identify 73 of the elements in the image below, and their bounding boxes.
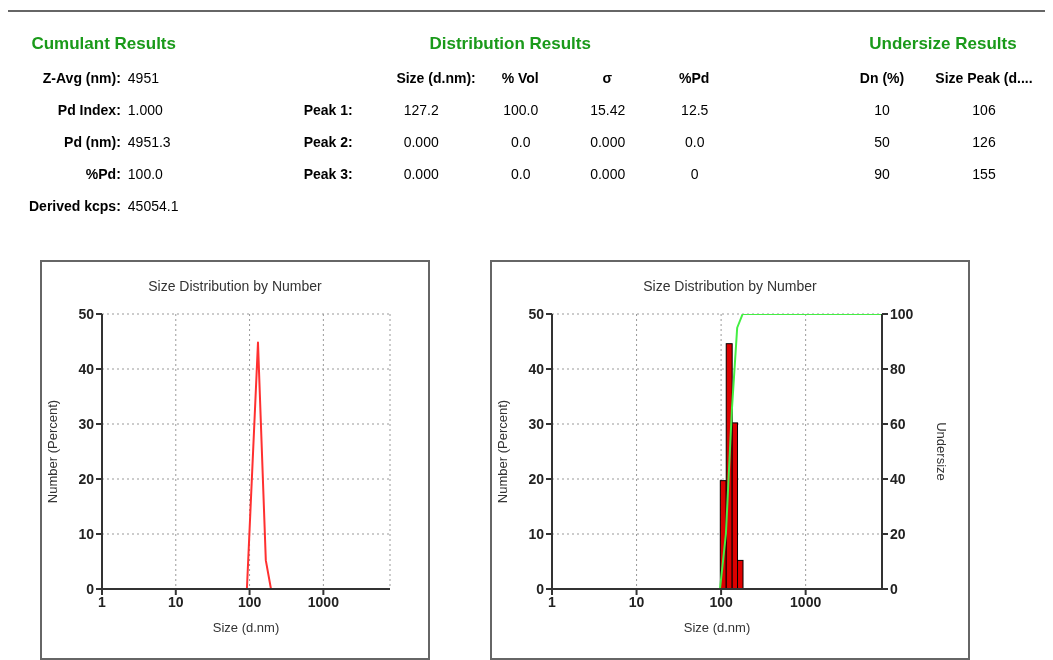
x-tick-label: 1	[548, 593, 557, 610]
y2-tick-label: 100	[890, 305, 914, 322]
x-axis-title: Size (d.nm)	[683, 620, 751, 635]
x-tick-label: 1000	[790, 593, 822, 610]
y-tick-label: 30	[528, 415, 545, 432]
text: 0.0	[510, 165, 532, 184]
text: 126	[971, 133, 997, 152]
y-tick-label: 20	[78, 470, 95, 487]
text: 0	[689, 165, 700, 184]
text: Derived kcps:	[28, 197, 122, 216]
text: Peak 2:	[302, 133, 354, 152]
text: Peak 3:	[302, 165, 354, 184]
y-tick-label: 10	[528, 525, 545, 542]
text: Undersize Results	[868, 34, 1018, 54]
y2-tick-label: 80	[890, 360, 906, 377]
text: Z-Avg (nm):	[41, 69, 122, 88]
text: 100.0	[502, 101, 540, 120]
text: 90	[873, 165, 891, 184]
text: 0.0	[684, 133, 706, 152]
text: Pd Index:	[56, 101, 122, 120]
text: Cumulant Results	[30, 34, 177, 54]
y-tick-label: 0	[536, 580, 545, 597]
text: 1.000	[126, 101, 164, 120]
y-axis-title: Number (Percent)	[494, 399, 510, 504]
x-axis-title: Size (d.nm)	[212, 620, 280, 635]
y-tick-label: 50	[528, 305, 545, 322]
text: 45054.1	[126, 197, 180, 216]
text: 50	[873, 133, 891, 152]
text: Distribution Results	[428, 34, 592, 54]
y2-tick-label: 0	[890, 580, 898, 597]
chart-title: Size Distribution by Number	[147, 278, 323, 294]
x-tick-label: 10	[168, 593, 184, 610]
y2-tick-label: 20	[890, 525, 906, 542]
x-tick-label: 1000	[307, 593, 340, 610]
text: 106	[971, 101, 997, 120]
text: σ	[601, 69, 613, 88]
y-tick-label: 20	[528, 470, 545, 487]
x-tick-label: 1	[98, 593, 107, 610]
text: 155	[971, 165, 997, 184]
y-tick-label: 40	[528, 360, 545, 377]
x-tick-label: 100	[237, 593, 262, 610]
text: Peak 1:	[302, 101, 354, 120]
x-tick-label: 100	[709, 593, 733, 610]
y-tick-label: 0	[86, 580, 95, 597]
text: Pd (nm):	[63, 133, 122, 152]
y-tick-label: 40	[78, 360, 95, 377]
y2-tick-label: 40	[890, 470, 906, 487]
text: 0.000	[402, 165, 440, 184]
y-tick-label: 30	[78, 415, 95, 432]
text: 4951	[126, 69, 160, 88]
y2-axis-title: Undersize	[934, 422, 950, 481]
text: 15.42	[589, 101, 627, 120]
text: %Pd	[678, 69, 711, 88]
text: % Vol	[500, 69, 540, 88]
x-tick-label: 10	[628, 593, 645, 610]
text: 0.000	[402, 133, 440, 152]
text: Size (d.nm):	[395, 69, 477, 88]
y-tick-label: 10	[78, 525, 95, 542]
y-tick-label: 50	[78, 305, 95, 322]
text: Dn (%)	[858, 69, 906, 88]
text: 0.0	[510, 133, 532, 152]
text: 10	[873, 101, 891, 120]
y2-tick-label: 60	[890, 415, 906, 432]
text: %Pd:	[84, 165, 122, 184]
y-axis-title: Number (Percent)	[44, 399, 60, 504]
text: Size Peak (d....	[934, 69, 1034, 88]
text: 4951.3	[126, 133, 172, 152]
chart-title: Size Distribution by Number	[642, 278, 818, 294]
text: 100.0	[126, 165, 164, 184]
text: 0.000	[589, 165, 627, 184]
text: 127.2	[402, 101, 440, 120]
text: 12.5	[680, 101, 710, 120]
text: 0.000	[589, 133, 627, 152]
